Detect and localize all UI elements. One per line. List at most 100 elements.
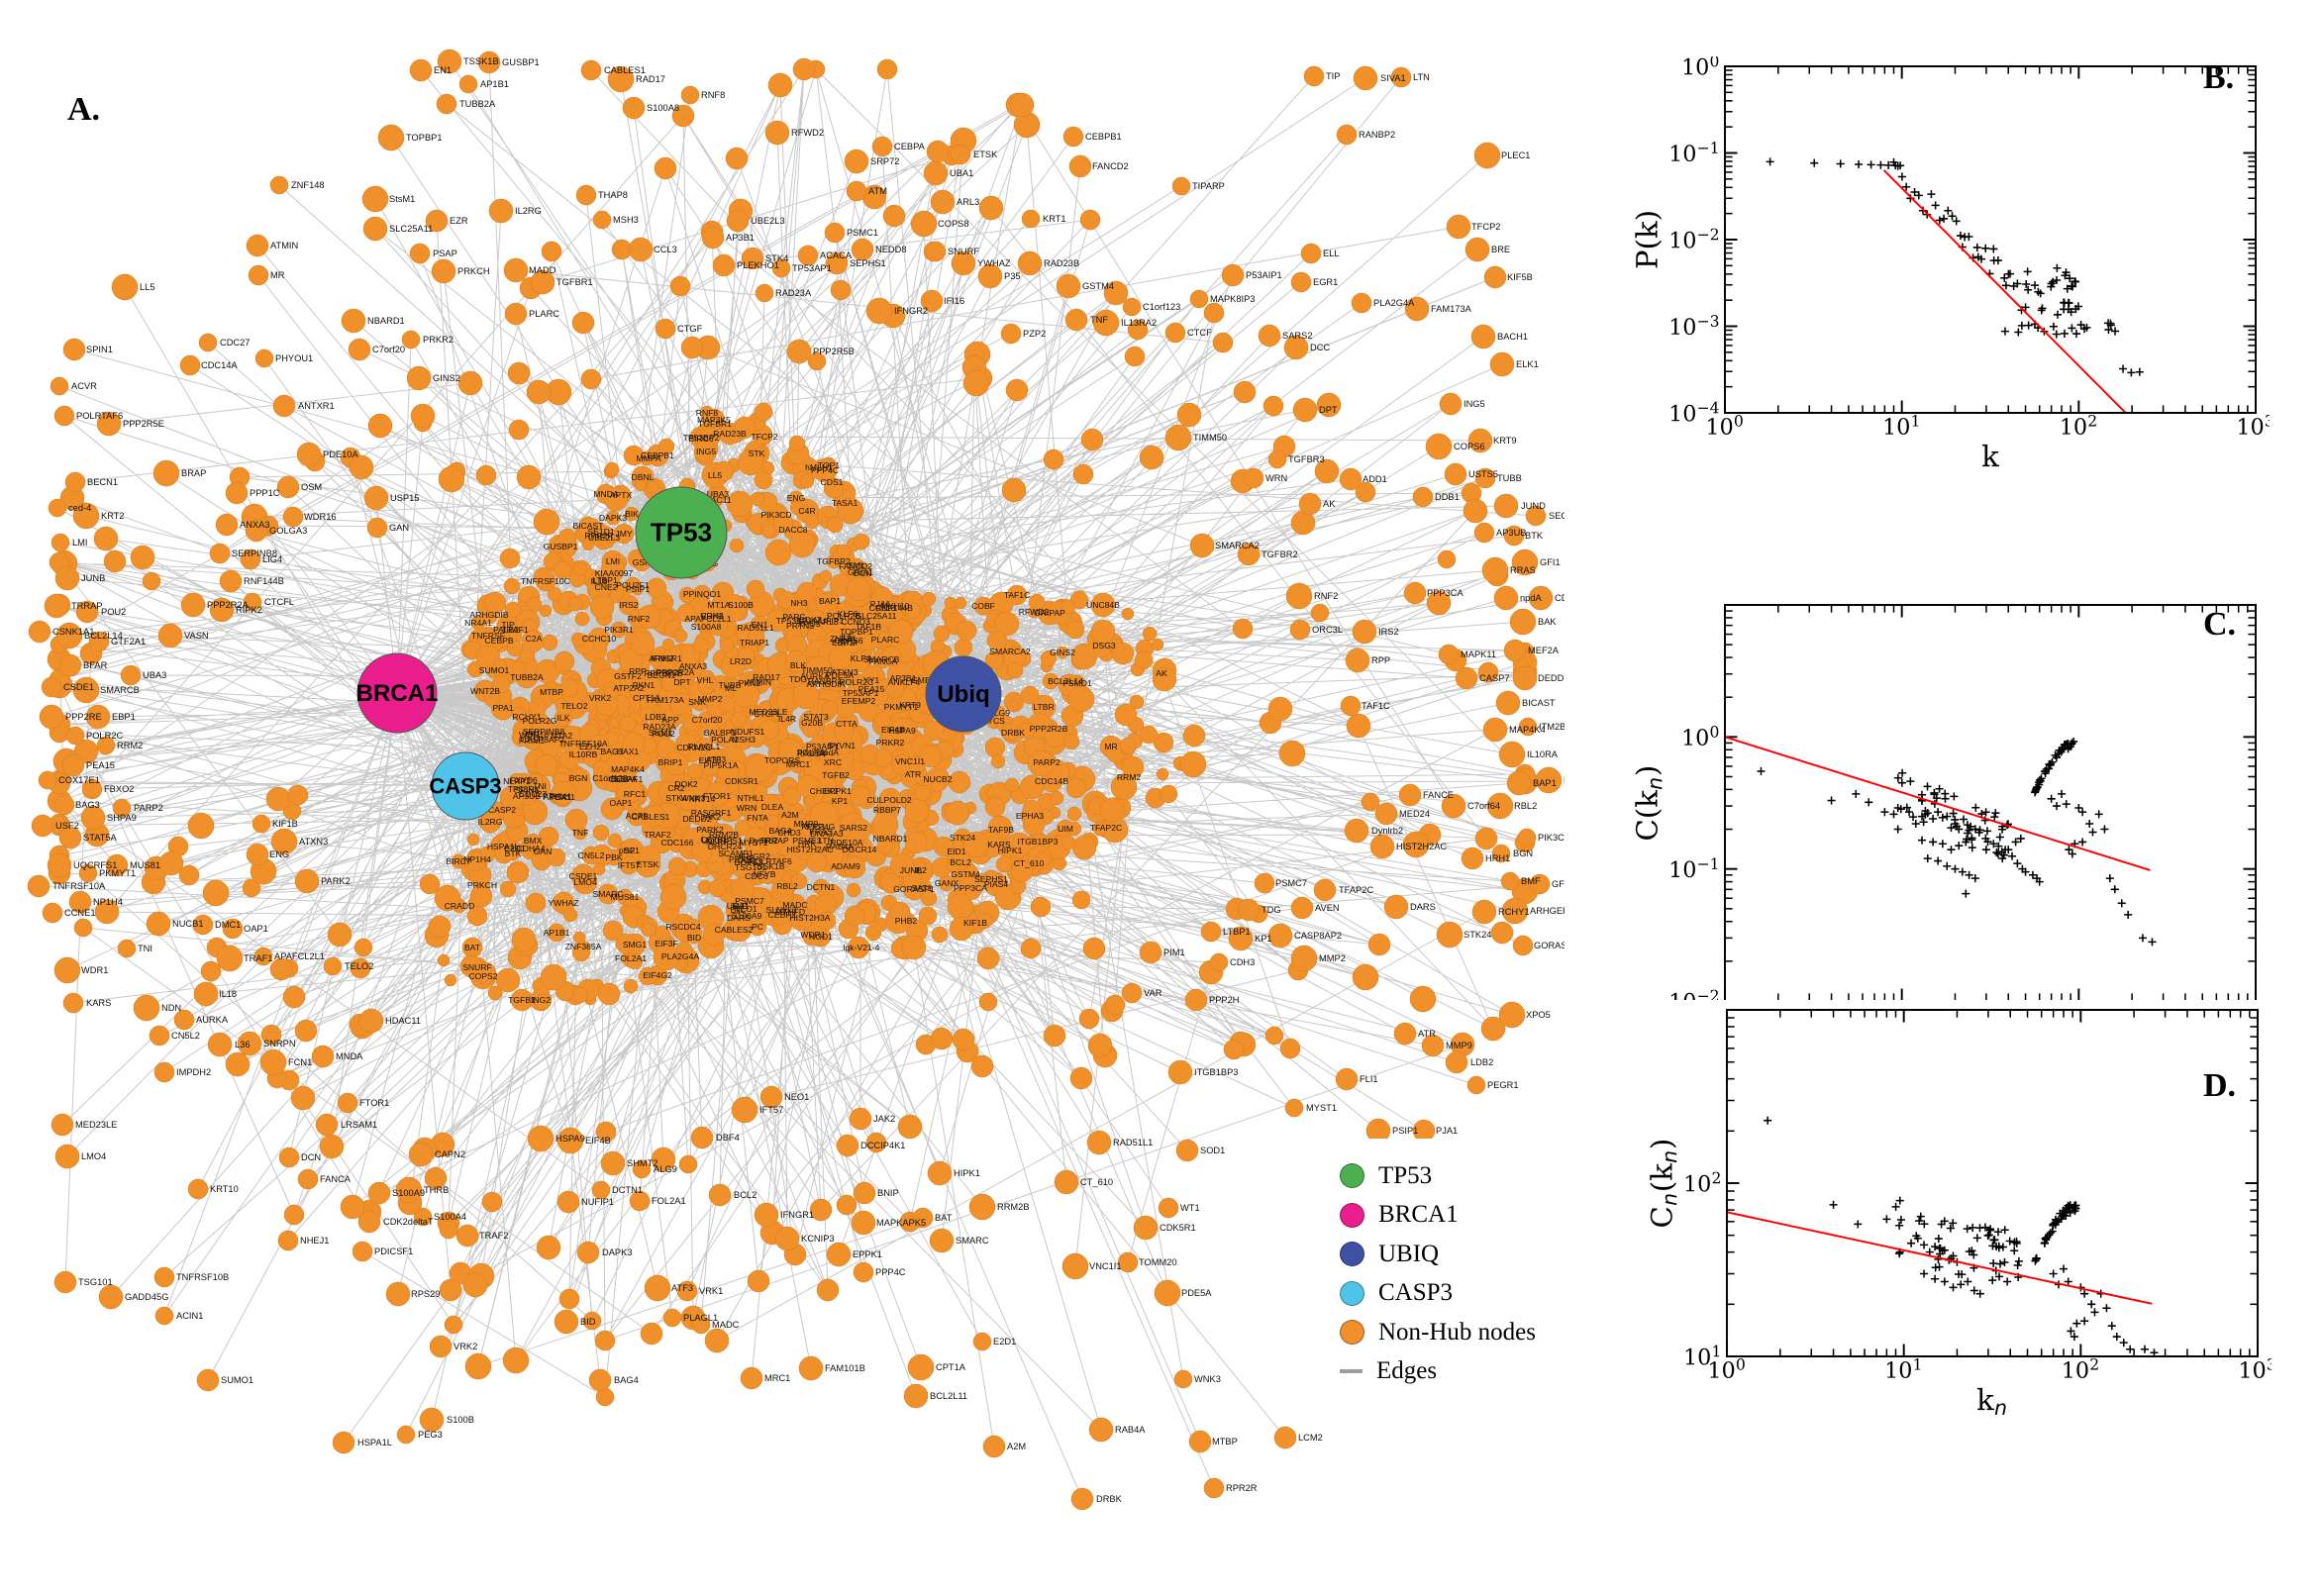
svg-text:SMG1: SMG1 — [623, 940, 648, 949]
svg-text:SLC25A11: SLC25A11 — [857, 611, 897, 621]
svg-text:RPP: RPP — [629, 666, 647, 676]
svg-text:UIM: UIM — [1058, 824, 1073, 834]
svg-text:GANX: GANX — [935, 878, 960, 888]
svg-text:CHEK2: CHEK2 — [810, 786, 839, 796]
svg-text:CCHC10: CCHC10 — [582, 634, 617, 644]
svg-text:CASP8AP2: CASP8AP2 — [1294, 931, 1342, 941]
svg-text:WNT2B: WNT2B — [470, 686, 500, 696]
svg-text:RNF8: RNF8 — [696, 408, 719, 418]
svg-text:BID: BID — [580, 1317, 596, 1327]
svg-text:LTBP1: LTBP1 — [1223, 927, 1251, 937]
svg-text:MMP2: MMP2 — [698, 694, 723, 704]
svg-text:DCTN1: DCTN1 — [807, 882, 836, 892]
svg-text:PJA1: PJA1 — [1436, 1126, 1458, 1136]
svg-text:MTHFD: MTHFD — [775, 907, 805, 917]
svg-text:PLA2G4A: PLA2G4A — [1373, 298, 1415, 308]
svg-text:IL2RG: IL2RG — [515, 206, 542, 216]
svg-text:P35: P35 — [1004, 271, 1021, 281]
svg-text:RRM2: RRM2 — [1117, 772, 1142, 782]
svg-text:RAD23B: RAD23B — [713, 429, 747, 439]
svg-text:GINS2: GINS2 — [1050, 648, 1075, 657]
svg-text:OAP1: OAP1 — [244, 924, 268, 934]
svg-text:RNF2: RNF2 — [1314, 591, 1338, 601]
svg-text:CDK5R1: CDK5R1 — [1160, 1223, 1196, 1233]
svg-text:Dynlrb2: Dynlrb2 — [749, 836, 778, 846]
svg-text:USF2: USF2 — [55, 821, 79, 831]
svg-text:TRRAP: TRRAP — [71, 601, 103, 611]
svg-text:EN1: EN1 — [752, 620, 768, 630]
svg-text:MEF2A: MEF2A — [1528, 646, 1560, 655]
svg-text:GADD45G: GADD45G — [125, 1292, 168, 1302]
svg-text:ZNF148: ZNF148 — [291, 180, 325, 190]
svg-text:COBF: COBF — [971, 601, 995, 611]
svg-text:UBA3: UBA3 — [143, 670, 166, 680]
svg-text:L36: L36 — [235, 1040, 251, 1049]
svg-text:YWHAZ: YWHAZ — [548, 898, 578, 908]
svg-text:ITM2B: ITM2B — [1539, 722, 1565, 732]
svg-text:FANCD2: FANCD2 — [1092, 161, 1129, 171]
svg-text:PRKCH: PRKCH — [467, 880, 497, 890]
svg-text:BTK: BTK — [1525, 531, 1544, 541]
svg-text:VRK1: VRK1 — [699, 1286, 723, 1296]
svg-text:CEBPB1: CEBPB1 — [1085, 132, 1122, 142]
svg-text:AP3UB: AP3UB — [1496, 528, 1527, 538]
svg-text:TNI: TNI — [138, 944, 152, 953]
svg-text:SNURF: SNURF — [462, 962, 492, 972]
svg-text:NHEJ1: NHEJ1 — [300, 1236, 329, 1246]
svg-text:LTN: LTN — [1413, 72, 1430, 82]
svg-text:S100B: S100B — [728, 600, 754, 610]
svg-text:RPP: RPP — [1371, 655, 1390, 665]
svg-text:ETSK: ETSK — [973, 150, 998, 159]
svg-text:EPHA3: EPHA3 — [1016, 811, 1044, 821]
svg-text:CEBPA: CEBPA — [894, 142, 926, 151]
svg-text:CSTF1: CSTF1 — [700, 835, 727, 845]
svg-text:DRBK: DRBK — [1096, 1494, 1123, 1504]
svg-text:THRB: THRB — [424, 1185, 449, 1195]
svg-text:VRK2: VRK2 — [589, 693, 612, 703]
svg-text:IFT57: IFT57 — [618, 860, 641, 870]
svg-text:RASGRF1: RASGRF1 — [691, 808, 732, 818]
svg-text:SF1: SF1 — [624, 846, 640, 855]
svg-text:CSDE1: CSDE1 — [569, 871, 598, 881]
svg-text:HSPA1L: HSPA1L — [357, 1438, 392, 1447]
svg-text:ACVR: ACVR — [71, 381, 97, 391]
svg-text:BICAST: BICAST — [572, 521, 604, 531]
svg-text:NLRP2: NLRP2 — [503, 776, 531, 786]
svg-text:RCC3: RCC3 — [801, 822, 825, 832]
svg-text:ING2: ING2 — [531, 995, 551, 1005]
svg-text:CDC166: CDC166 — [661, 838, 694, 848]
svg-text:RFWD2: RFWD2 — [791, 128, 824, 138]
svg-text:PSIP1: PSIP1 — [1392, 1126, 1418, 1136]
svg-text:FANCA: FANCA — [320, 1174, 352, 1184]
svg-text:BAG4: BAG4 — [614, 1375, 639, 1385]
svg-text:LMI: LMI — [72, 538, 88, 548]
svg-text:MYST1: MYST1 — [1306, 1103, 1337, 1113]
svg-text:PPA1: PPA1 — [492, 703, 514, 713]
svg-text:S100A8: S100A8 — [691, 622, 722, 632]
svg-text:ACACA: ACACA — [820, 250, 853, 260]
svg-text:TELO2: TELO2 — [345, 961, 373, 971]
svg-text:ENG: ENG — [269, 849, 289, 859]
svg-text:DARS: DARS — [1410, 902, 1436, 912]
svg-text:PPP2H: PPP2H — [1209, 995, 1240, 1005]
svg-text:ANXA3: ANXA3 — [240, 520, 270, 530]
svg-text:SPIN1: SPIN1 — [86, 345, 113, 354]
svg-text:DDB1: DDB1 — [1435, 492, 1460, 502]
svg-text:PJA1: PJA1 — [870, 599, 891, 609]
svg-text:MSH3: MSH3 — [613, 215, 639, 225]
svg-text:TNF: TNF — [572, 828, 589, 838]
svg-text:GAN: GAN — [534, 847, 553, 856]
svg-text:SUMO1: SUMO1 — [479, 665, 510, 675]
svg-text:VASN: VASN — [184, 631, 209, 641]
svg-text:FOL2A1: FOL2A1 — [652, 1196, 686, 1206]
svg-text:MED23LE: MED23LE — [75, 1120, 117, 1130]
svg-text:KP1: KP1 — [1255, 934, 1272, 944]
svg-text:CASP3: CASP3 — [429, 773, 501, 798]
svg-text:AP1B1: AP1B1 — [544, 928, 570, 938]
svg-text:RRM2: RRM2 — [117, 741, 143, 750]
svg-text:STK: STK — [749, 449, 765, 458]
svg-text:WDR16: WDR16 — [304, 512, 337, 522]
svg-text:CN5L2: CN5L2 — [578, 850, 605, 860]
svg-text:TSSK1B: TSSK1B — [463, 56, 499, 66]
svg-text:PLA2G4A: PLA2G4A — [661, 951, 699, 961]
